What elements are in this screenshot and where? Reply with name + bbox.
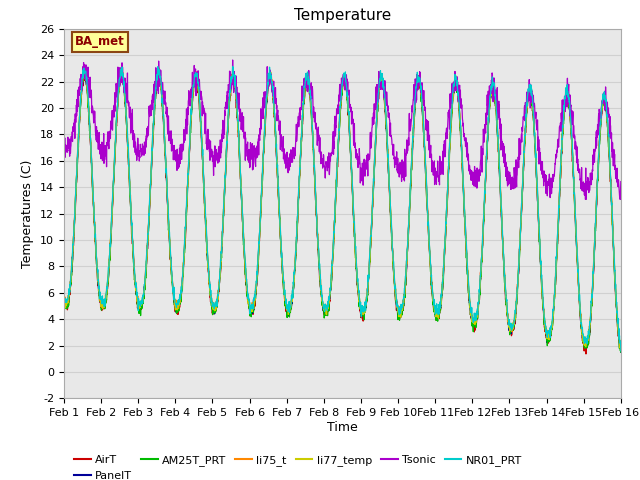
Legend: AirT, PanelT, AM25T_PRT, li75_t, li77_temp, Tsonic, NR01_PRT: AirT, PanelT, AM25T_PRT, li75_t, li77_te… [70,451,527,480]
Line: PanelT: PanelT [64,71,621,352]
li75_t [60,298,68,303]
Line: li75_t: li75_t [64,68,621,350]
AM25T_PRT [504,322,512,327]
PanelT [216,280,223,286]
AM25T_PRT [117,69,125,74]
AirT [617,348,625,354]
AM25T_PRT [371,158,379,164]
li75_t [155,65,163,71]
li75_t [568,136,575,142]
Y-axis label: Temperatures (C): Temperatures (C) [22,159,35,268]
li75_t [504,318,512,324]
Tsonic [359,166,367,171]
li77_temp [584,340,591,346]
PanelT [584,340,591,346]
Tsonic [504,171,512,177]
Tsonic [582,196,589,202]
Line: AirT: AirT [64,71,621,354]
NR01_PRT [568,135,575,141]
AM25T_PRT [584,343,591,349]
PanelT [81,68,89,74]
li75_t [584,336,591,342]
AirT [584,338,591,344]
NR01_PRT [216,280,223,286]
Tsonic [617,179,625,184]
AirT [359,309,367,315]
Tsonic [568,122,575,128]
Tsonic [60,141,68,146]
NR01_PRT [60,300,68,305]
PanelT [568,136,575,142]
AirT [504,319,512,325]
AirT [371,157,379,163]
li75_t [617,347,625,353]
li77_temp [617,345,625,351]
Line: AM25T_PRT: AM25T_PRT [64,72,621,352]
AM25T_PRT [617,349,625,355]
Tsonic [216,159,223,165]
PanelT [371,152,379,157]
NR01_PRT [229,63,237,69]
AM25T_PRT [60,303,68,309]
Line: NR01_PRT: NR01_PRT [64,66,621,351]
X-axis label: Time: Time [327,421,358,434]
li77_temp [568,140,575,145]
Tsonic [371,105,379,110]
NR01_PRT [371,151,379,157]
Tsonic [229,57,237,63]
Line: Tsonic: Tsonic [64,60,621,199]
AirT [582,351,590,357]
NR01_PRT [617,348,625,354]
PanelT [617,349,625,355]
AM25T_PRT [568,142,575,147]
li75_t [359,305,367,311]
AM25T_PRT [216,276,223,282]
Line: li77_temp: li77_temp [64,72,621,348]
li77_temp [371,155,379,161]
AirT [60,302,68,308]
li75_t [216,277,223,283]
Text: BA_met: BA_met [75,36,125,48]
Tsonic [584,182,591,188]
li77_temp [359,309,367,315]
AirT [117,68,125,74]
li75_t [371,151,379,157]
AM25T_PRT [359,313,367,319]
li77_temp [216,280,223,286]
li77_temp [60,297,68,303]
AirT [216,276,223,282]
Title: Temperature: Temperature [294,9,391,24]
PanelT [359,308,367,314]
PanelT [60,304,68,310]
NR01_PRT [584,339,591,345]
PanelT [504,321,512,327]
li77_temp [504,321,512,326]
NR01_PRT [504,317,512,323]
AirT [568,138,575,144]
NR01_PRT [359,309,367,314]
li77_temp [118,69,126,74]
li77_temp [616,345,624,351]
